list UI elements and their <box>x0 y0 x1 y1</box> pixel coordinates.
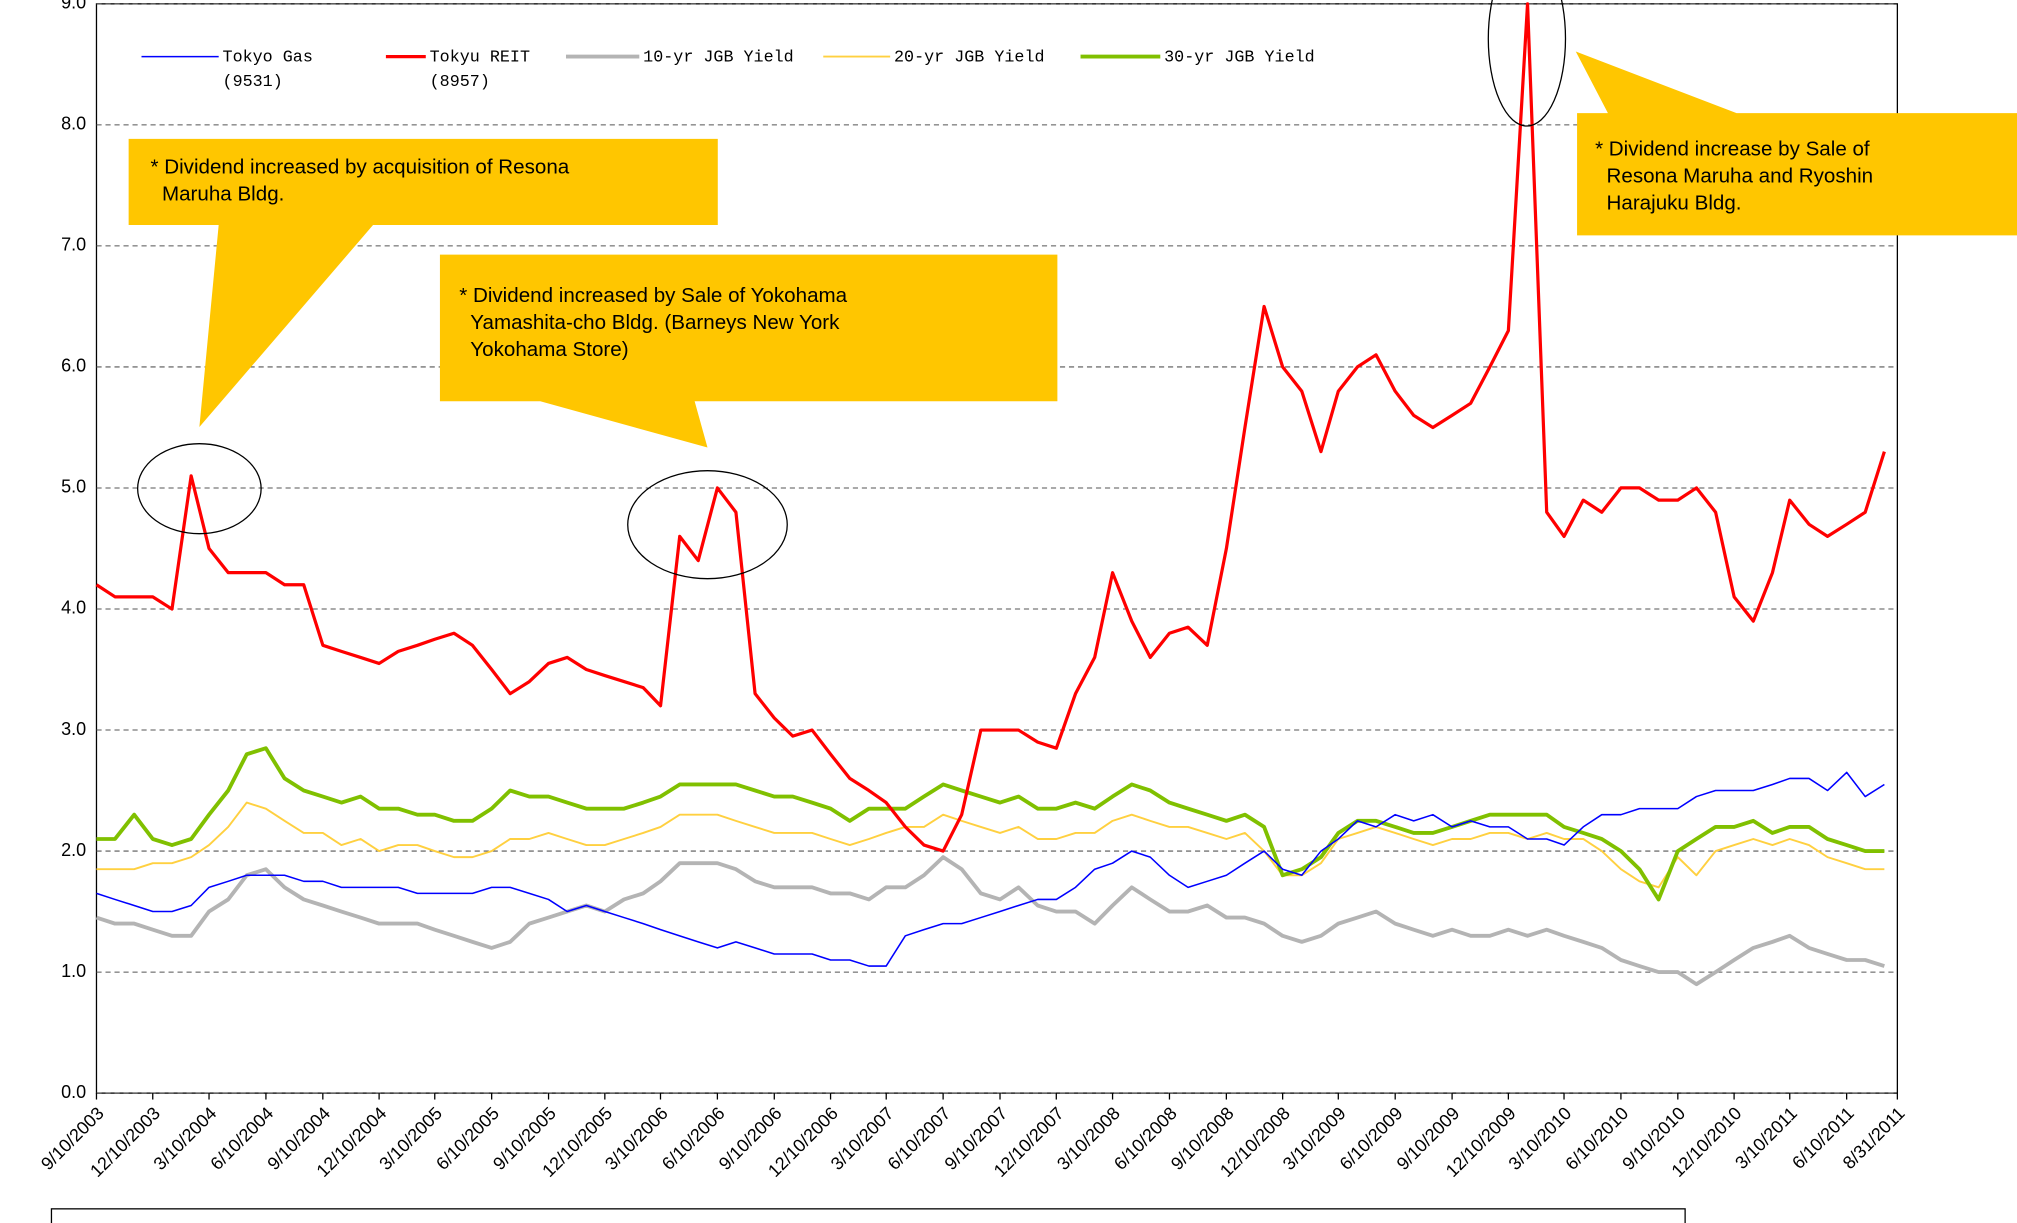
callout <box>1575 51 2017 236</box>
y-tick-label: 2.0 <box>61 840 86 860</box>
annotation: * Dividend increased by acquisition of R… <box>150 156 570 206</box>
marks <box>95 2 1898 1094</box>
legend-label: 10-yr JGB Yield <box>643 47 794 67</box>
series-line <box>96 801 1885 889</box>
series-line <box>96 746 1885 902</box>
y-tick-label: 1.0 <box>61 961 86 981</box>
callout <box>128 138 718 427</box>
y-tick-label: 9.0 <box>61 0 86 13</box>
series-line <box>95 2 1886 853</box>
y-tick-label: 5.0 <box>61 477 86 497</box>
series-line <box>95 855 1885 987</box>
legend-label: Tokyu REIT (8957) <box>429 47 530 92</box>
y-tick-label: 0.0 <box>61 1082 86 1102</box>
callout <box>439 254 1058 448</box>
legend-label: Tokyo Gas (9531) <box>222 47 313 92</box>
y-tick-label: 6.0 <box>61 356 86 376</box>
legend-label: 20-yr JGB Yield <box>894 47 1045 67</box>
annotation: * Dividend increase by Sale of Resona Ma… <box>1595 138 1874 215</box>
annotation: * Dividend increased by Sale of Yokohama… <box>459 285 848 362</box>
footer-box <box>50 1208 1686 1223</box>
y-tick-label: 4.0 <box>61 598 86 618</box>
legend-label: 30-yr JGB Yield <box>1164 47 1315 67</box>
highlight-ellipse <box>627 470 788 580</box>
series-line <box>96 771 1885 967</box>
y-tick-label: 7.0 <box>61 235 86 255</box>
y-tick-label: 3.0 <box>61 719 86 739</box>
highlight-ellipse <box>136 443 262 535</box>
y-tick-label: 8.0 <box>61 114 86 134</box>
